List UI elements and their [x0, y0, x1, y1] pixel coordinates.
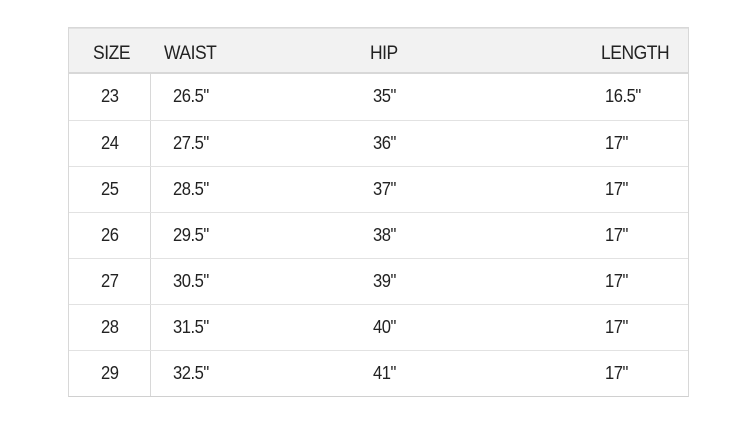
cell-size: 28 — [101, 317, 119, 337]
cell-length: 16.5" — [605, 86, 641, 106]
table-row: 26 29.5" 38" 17" — [69, 212, 688, 258]
cell-size: 26 — [101, 225, 119, 245]
cell-hip: 39" — [373, 271, 396, 291]
cell-length: 17" — [605, 133, 628, 153]
cell-size: 25 — [101, 179, 119, 199]
cell-hip: 36" — [373, 133, 396, 153]
header-waist: WAIST — [164, 43, 217, 64]
cell-length: 17" — [605, 363, 628, 383]
cell-size: 23 — [101, 86, 119, 106]
cell-waist: 32.5" — [173, 363, 209, 383]
table-row: 23 26.5" 35" 16.5" — [69, 74, 688, 120]
cell-hip: 38" — [373, 225, 396, 245]
header-hip: HIP — [370, 43, 398, 64]
cell-size: 24 — [101, 133, 119, 153]
cell-waist: 30.5" — [173, 271, 209, 291]
cell-waist: 26.5" — [173, 86, 209, 106]
cell-waist: 31.5" — [173, 317, 209, 337]
header-length: LENGTH — [601, 43, 670, 64]
cell-waist: 27.5" — [173, 133, 209, 153]
cell-hip: 41" — [373, 363, 396, 383]
header-size: SIZE — [93, 43, 131, 64]
table-row: 29 32.5" 41" 17" — [69, 350, 688, 396]
cell-length: 17" — [605, 271, 628, 291]
table-header: SIZE WAIST HIP LENGTH — [69, 28, 688, 74]
size-chart-table: SIZE WAIST HIP LENGTH 23 26.5" 35" 16.5" 24 2… — [68, 27, 689, 397]
cell-waist: 28.5" — [173, 179, 209, 199]
cell-hip: 40" — [373, 317, 396, 337]
table-row: 24 27.5" 36" 17" — [69, 120, 688, 166]
cell-length: 17" — [605, 225, 628, 245]
cell-length: 17" — [605, 179, 628, 199]
cell-hip: 37" — [373, 179, 396, 199]
cell-size: 27 — [101, 271, 119, 291]
cell-hip: 35" — [373, 86, 396, 106]
table-row: 28 31.5" 40" 17" — [69, 304, 688, 350]
table-row: 25 28.5" 37" 17" — [69, 166, 688, 212]
cell-size: 29 — [101, 363, 119, 383]
cell-waist: 29.5" — [173, 225, 209, 245]
cell-length: 17" — [605, 317, 628, 337]
table-row: 27 30.5" 39" 17" — [69, 258, 688, 304]
